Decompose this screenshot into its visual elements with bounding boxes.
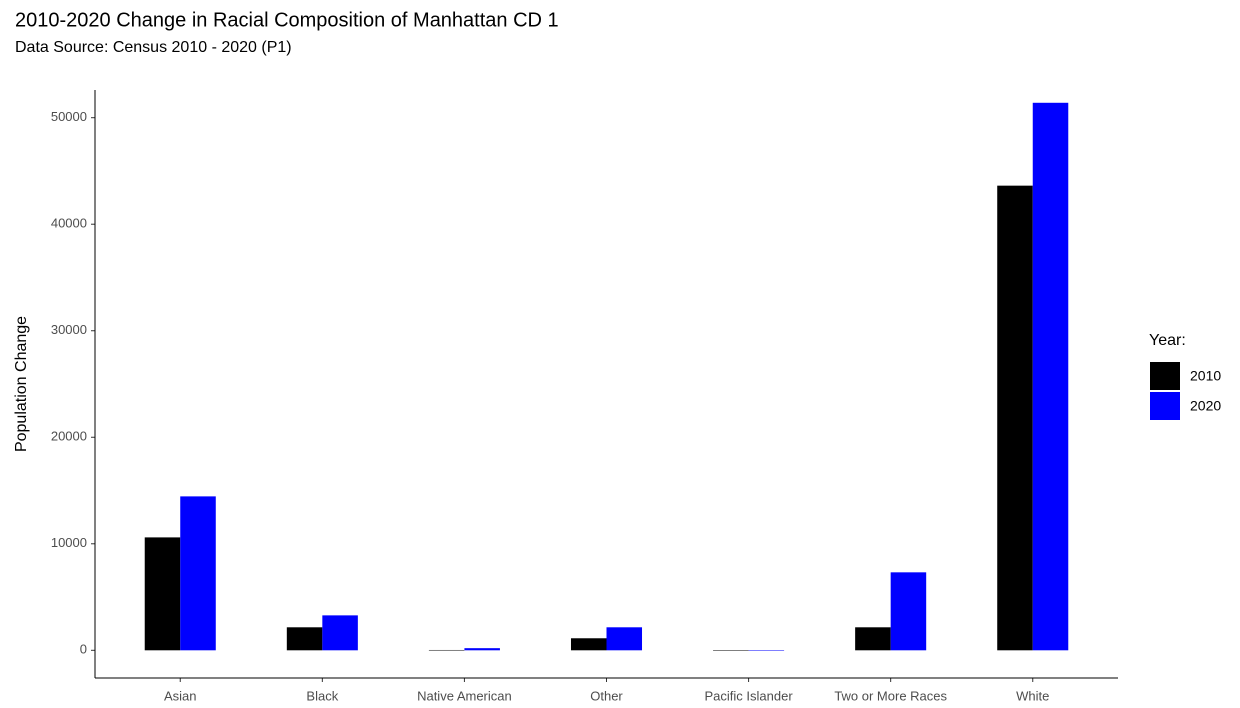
x-tick-label: Pacific Islander [705, 688, 794, 703]
bar [890, 572, 927, 651]
y-tick-label: 50000 [51, 109, 87, 124]
bar [997, 185, 1033, 651]
bar [180, 496, 216, 651]
legend-title: Year: [1149, 332, 1186, 349]
bar [144, 537, 181, 651]
x-tick-label: Asian [164, 688, 197, 703]
bar [855, 627, 891, 651]
bar [570, 638, 607, 651]
bar [286, 627, 323, 651]
x-tick-label: Black [306, 688, 338, 703]
bar [748, 650, 785, 651]
y-tick-label: 10000 [51, 535, 87, 550]
x-tick-label: White [1016, 688, 1049, 703]
x-tick-label: Two or More Races [834, 688, 947, 703]
y-tick-label: 20000 [51, 429, 87, 444]
bar [322, 615, 358, 651]
legend-label: 2020 [1190, 398, 1221, 414]
bar [606, 627, 643, 651]
x-tick-label: Other [590, 688, 623, 703]
legend-key [1150, 362, 1180, 390]
chart-subtitle: Data Source: Census 2010 - 2020 (P1) [15, 39, 292, 56]
legend-label: 2010 [1190, 368, 1221, 384]
bar [428, 649, 465, 651]
y-tick-label: 0 [80, 642, 87, 657]
y-tick-label: 40000 [51, 216, 87, 231]
y-axis-label: Population Change [13, 316, 30, 452]
y-tick-label: 30000 [51, 322, 87, 337]
legend-key [1150, 392, 1180, 420]
bar [464, 648, 500, 651]
bar [713, 650, 749, 651]
bar [1032, 102, 1069, 651]
x-tick-label: Native American [417, 688, 512, 703]
chart-title: 2010-2020 Change in Racial Composition o… [15, 9, 559, 31]
